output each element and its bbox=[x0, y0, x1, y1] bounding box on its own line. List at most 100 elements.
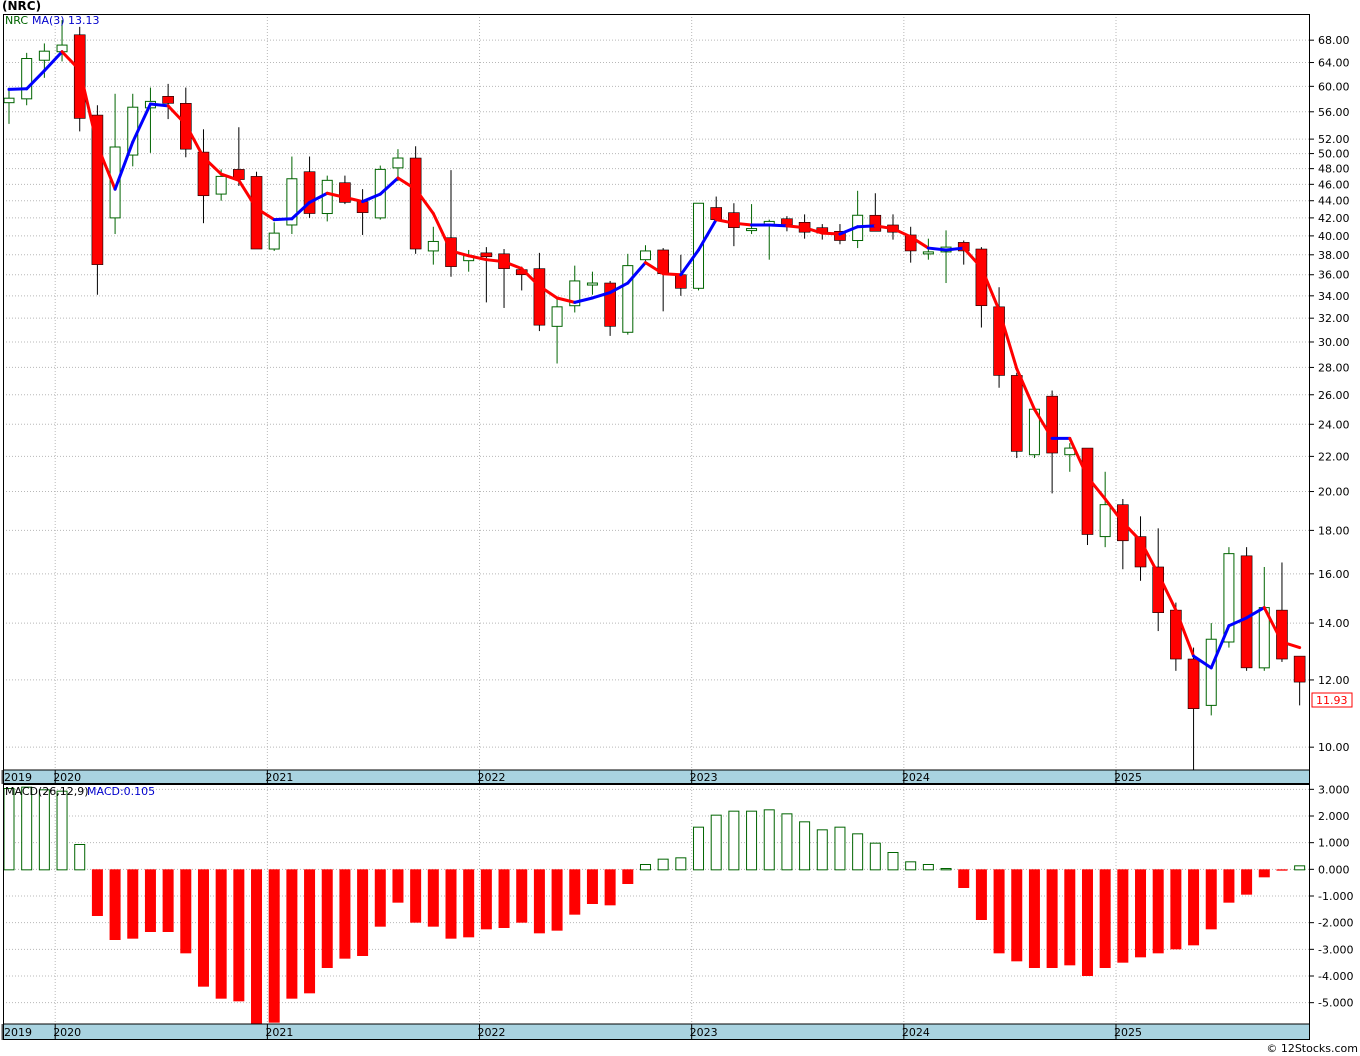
candle-body bbox=[1046, 395, 1058, 454]
macd-tick-label: -1.000 bbox=[1318, 890, 1353, 903]
macd-bar bbox=[3, 788, 15, 871]
macd-bar bbox=[480, 869, 492, 930]
ma3-segment bbox=[1227, 616, 1249, 628]
ma3-segment bbox=[201, 155, 223, 176]
ma3-segment bbox=[60, 50, 82, 72]
macd-bar bbox=[1152, 869, 1164, 954]
macd-bar bbox=[445, 869, 457, 939]
candle-body bbox=[250, 176, 263, 250]
candle-body bbox=[356, 201, 369, 213]
candle bbox=[728, 203, 740, 247]
ma3-line bbox=[7, 50, 1302, 670]
candle-body bbox=[409, 157, 422, 250]
candle-body bbox=[38, 50, 50, 61]
candle-body bbox=[303, 171, 316, 214]
macd-bar bbox=[1205, 869, 1217, 930]
macd-bar bbox=[657, 858, 669, 871]
ma3-segment bbox=[113, 140, 135, 191]
ma3-segment bbox=[891, 227, 913, 239]
price-year-label: 2024 bbox=[902, 771, 930, 784]
candle bbox=[622, 253, 634, 335]
candle-body bbox=[91, 114, 104, 265]
candle bbox=[73, 26, 86, 132]
ma3-segment bbox=[1174, 608, 1196, 658]
candle-body bbox=[1081, 447, 1094, 535]
macd-bar bbox=[533, 869, 545, 934]
last-price-box bbox=[1311, 692, 1353, 708]
ma3-segment bbox=[643, 261, 665, 276]
price-tick-label: 38.00 bbox=[1318, 249, 1350, 262]
macd-bar bbox=[91, 869, 103, 916]
macd-bar bbox=[144, 869, 156, 932]
candle bbox=[21, 52, 33, 106]
price-year-label: 2019 bbox=[4, 771, 32, 784]
price-tick-label: 60.00 bbox=[1318, 80, 1350, 93]
price-tick-label: 28.00 bbox=[1318, 361, 1350, 374]
price-tick-label: 48.00 bbox=[1318, 163, 1350, 176]
macd-bar bbox=[498, 869, 510, 928]
candle bbox=[1134, 516, 1147, 581]
ma3-segment bbox=[361, 192, 382, 204]
macd-bar bbox=[763, 809, 775, 871]
macd-bar bbox=[268, 869, 280, 1023]
ma3-segment bbox=[255, 206, 276, 222]
ma3-segment bbox=[166, 104, 188, 127]
ma3-segment bbox=[148, 102, 170, 108]
macd-bar bbox=[21, 786, 33, 871]
candle-body bbox=[321, 179, 333, 215]
ma3-segment bbox=[573, 296, 594, 304]
candle bbox=[286, 156, 298, 235]
candle-body bbox=[109, 146, 121, 219]
macd-tick-label: -5.000 bbox=[1318, 997, 1353, 1010]
ma3-segment bbox=[42, 50, 64, 73]
candle-body bbox=[1205, 638, 1217, 706]
ma3-segment bbox=[1156, 572, 1178, 612]
macd-bar bbox=[374, 869, 386, 927]
price-year-label: 2023 bbox=[690, 771, 718, 784]
candle-body bbox=[675, 274, 687, 289]
legend-ma-value: 13.13 bbox=[68, 14, 100, 27]
price-tick-label: 26.00 bbox=[1318, 389, 1350, 402]
ma3-segment bbox=[396, 176, 418, 191]
ma3-segment bbox=[979, 266, 1001, 312]
ma3-segment bbox=[449, 249, 471, 258]
candle-body bbox=[1187, 658, 1200, 709]
price-tick-label: 24.00 bbox=[1318, 418, 1350, 431]
ma3-segment bbox=[608, 281, 630, 295]
ma3-segment bbox=[962, 246, 983, 270]
macd-bar bbox=[816, 829, 828, 871]
candle-body bbox=[427, 240, 439, 252]
candle-body bbox=[268, 232, 280, 250]
candle-body bbox=[286, 178, 298, 226]
panel-frames bbox=[3, 14, 1310, 1040]
price-tick-label: 30.00 bbox=[1318, 336, 1350, 349]
ma3-segment bbox=[343, 195, 365, 204]
macd-bar bbox=[799, 821, 811, 871]
macd-bar bbox=[852, 833, 864, 871]
macd-bar bbox=[586, 869, 598, 904]
macd-bar bbox=[710, 814, 722, 871]
ma3-segment bbox=[944, 246, 966, 252]
macd-bar bbox=[834, 826, 846, 871]
ma3-segment bbox=[1245, 606, 1266, 620]
candle bbox=[109, 93, 121, 235]
ma3-segment bbox=[78, 68, 99, 148]
macd-bar bbox=[604, 869, 616, 906]
candle-body bbox=[1293, 655, 1306, 683]
macd-panel-frame bbox=[3, 784, 1310, 1040]
macd-legend-name: MACD(26,12,9) bbox=[5, 785, 89, 798]
macd-bar bbox=[1223, 869, 1235, 903]
macd-bar bbox=[975, 869, 987, 920]
macd-bar bbox=[127, 869, 139, 939]
candle-body bbox=[869, 214, 882, 232]
macd-bar bbox=[993, 869, 1005, 954]
candle-body bbox=[1240, 555, 1253, 669]
price-tick-label: 68.00 bbox=[1318, 34, 1350, 47]
macd-bar bbox=[1170, 869, 1182, 950]
macd-bar bbox=[162, 869, 174, 932]
macd-bar bbox=[940, 868, 952, 871]
macd-bar bbox=[1258, 869, 1270, 878]
ma3-segment bbox=[555, 296, 577, 304]
ma3-segment bbox=[7, 87, 29, 91]
ma3-segment bbox=[290, 200, 312, 221]
